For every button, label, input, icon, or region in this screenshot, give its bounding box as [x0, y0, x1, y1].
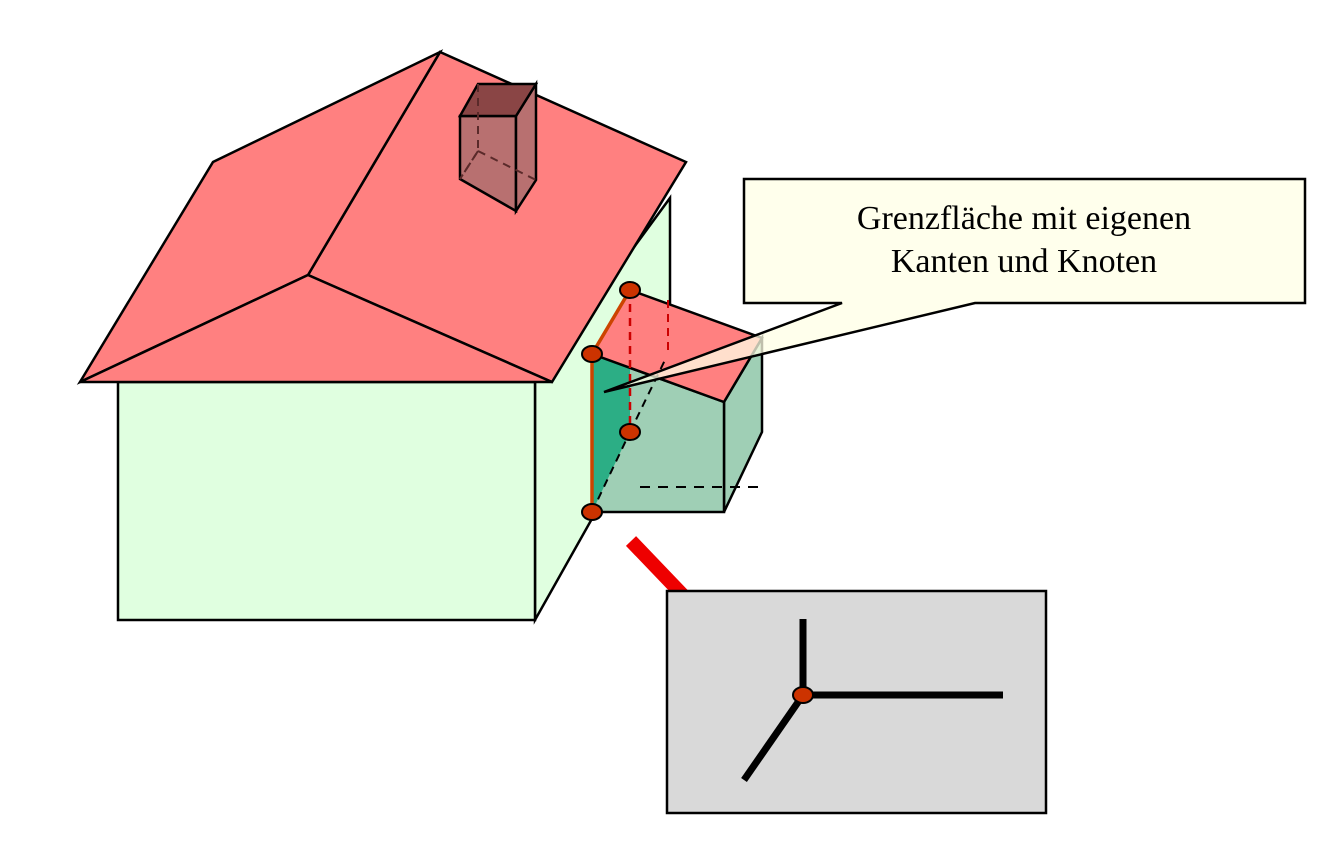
inset-edge-diagonal: [741, 693, 806, 782]
node-top-front: [581, 345, 603, 363]
house-front-wall: [116, 380, 537, 622]
detail-inset: [665, 589, 1048, 815]
inset-node: [792, 686, 814, 704]
node-top-back: [619, 281, 641, 299]
callout-line-1: Grenzfläche mit eigenen: [857, 200, 1191, 237]
node-bottom-back: [619, 423, 641, 441]
callout-bubble: [603, 177, 1307, 394]
boundary-edge-top: [590, 289, 632, 355]
roof-front-gable: [79, 273, 553, 384]
chimney-hidden-edge-c: [477, 150, 537, 181]
boundary-edge-bottom: [591, 431, 631, 513]
callout-line-2: Kanten und Knoten: [891, 243, 1157, 280]
chimney-hidden-edge-b: [459, 150, 479, 180]
node-bottom-front: [581, 503, 603, 521]
chimney-hidden-edges: [459, 84, 479, 180]
